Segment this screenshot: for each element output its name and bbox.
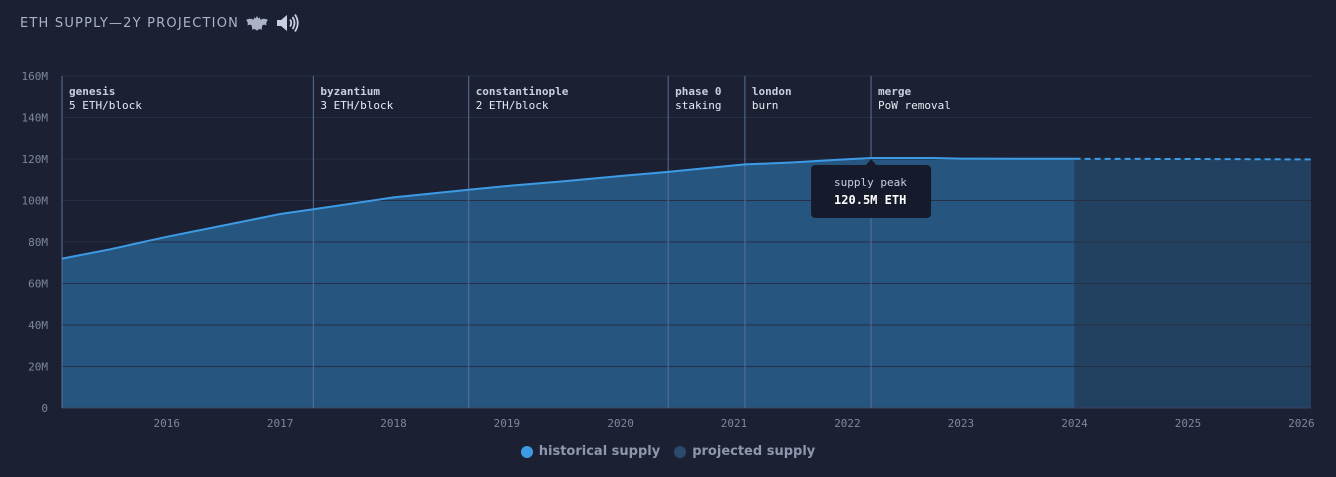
x-tick-label: 2022	[834, 417, 861, 430]
bat-icon	[245, 13, 269, 33]
event-name: merge	[878, 85, 911, 98]
x-tick-label: 2017	[267, 417, 294, 430]
tooltip-value: 120.5M ETH	[834, 193, 906, 207]
y-tick-label: 60M	[28, 278, 48, 291]
event-name: london	[752, 85, 792, 98]
legend-label-projected: projected supply	[692, 444, 816, 459]
legend-swatch-projected	[674, 445, 687, 458]
x-tick-label: 2026	[1288, 417, 1315, 430]
legend-swatch-historical	[520, 445, 533, 458]
y-tick-label: 20M	[28, 361, 48, 374]
event-detail: 2 ETH/block	[476, 99, 549, 112]
x-tick-label: 2025	[1175, 417, 1202, 430]
x-tick-label: 2021	[721, 417, 748, 430]
x-tick-label: 2019	[494, 417, 521, 430]
legend-label-historical: historical supply	[538, 444, 661, 459]
chart-header: ETH SUPPLY—2Y PROJECTION	[20, 11, 301, 35]
event-detail: 5 ETH/block	[69, 99, 142, 112]
supply-peak-tooltip: supply peak 120.5M ETH	[811, 158, 932, 218]
projected-supply-line	[1074, 157, 1312, 161]
tooltip-box	[811, 164, 932, 218]
event-detail: PoW removal	[878, 99, 951, 112]
chart-title: ETH SUPPLY—2Y PROJECTION	[20, 15, 240, 31]
y-tick-label: 100M	[22, 195, 49, 208]
tooltip-label: supply peak	[834, 176, 907, 189]
tooltip-arrow	[865, 158, 878, 166]
event-detail: 3 ETH/block	[320, 99, 393, 112]
event-name: byzantium	[320, 85, 380, 98]
legend-item-projected[interactable]: projected supply	[674, 444, 815, 459]
y-tick-label: 40M	[28, 319, 48, 332]
event-name: phase 0	[675, 85, 721, 98]
x-tick-label: 2020	[607, 417, 634, 430]
event-name: genesis	[69, 85, 115, 98]
y-tick-label: 140M	[22, 112, 49, 125]
event-detail: burn	[752, 99, 779, 112]
legend-item-historical[interactable]: historical supply	[520, 444, 661, 459]
x-tick-label: 2016	[153, 417, 180, 430]
y-tick-label: 80M	[28, 236, 48, 249]
y-tick-label: 160M	[22, 70, 49, 83]
x-tick-label: 2023	[948, 417, 975, 430]
y-tick-label: 120M	[22, 153, 49, 166]
x-tick-label: 2018	[380, 417, 407, 430]
event-name: constantinople	[476, 85, 569, 98]
event-detail: staking	[675, 99, 721, 112]
legend: historical supply projected supply	[0, 444, 1336, 459]
historical-supply-line	[61, 157, 1075, 260]
speaker-icon[interactable]	[275, 12, 301, 34]
y-tick-label: 0	[41, 402, 48, 415]
x-tick-label: 2024	[1061, 417, 1088, 430]
